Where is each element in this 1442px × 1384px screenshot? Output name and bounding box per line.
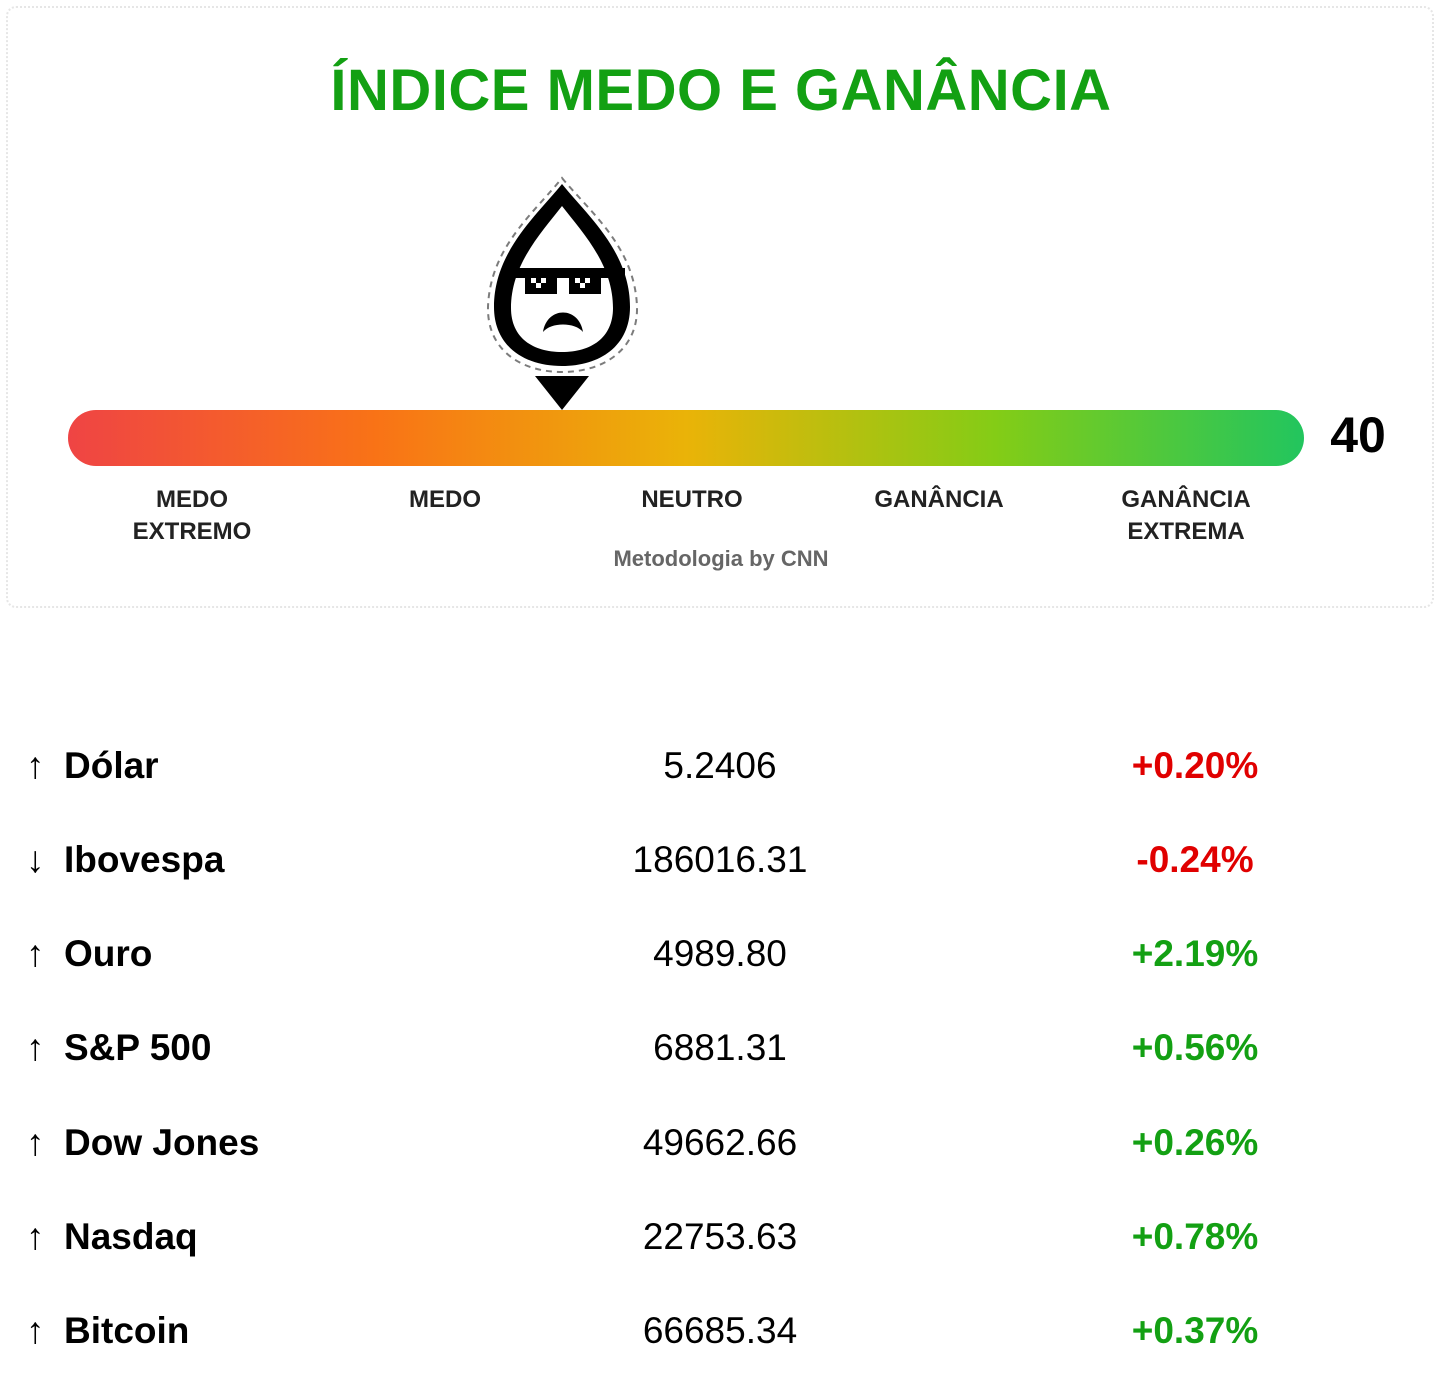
market-change: +0.78% [1131, 1216, 1259, 1257]
arrow-icon: ↑ [26, 1216, 45, 1257]
market-name-text: Dow Jones [64, 1122, 260, 1163]
market-value: 22753.63 [642, 1216, 798, 1257]
market-name: ↑ Ouro [26, 924, 152, 984]
zone-label-extreme-fear: MEDO EXTREMO [132, 486, 252, 545]
market-change: +0.26% [1131, 1122, 1259, 1163]
market-change: -0.24% [1136, 839, 1254, 880]
arrow-icon: ↑ [26, 1310, 45, 1351]
market-name: ↓ Ibovespa [26, 830, 224, 890]
zone-label-fear: MEDO [409, 486, 481, 513]
zone-label-neutral: NEUTRO [641, 486, 743, 513]
market-value: 186016.31 [632, 839, 808, 880]
market-name: ↑ Nasdaq [26, 1207, 198, 1267]
market-name: ↑ Dólar [26, 736, 159, 796]
market-name-text: Ouro [64, 933, 153, 974]
market-change: +0.37% [1131, 1310, 1259, 1351]
market-value: 4989.80 [653, 933, 787, 974]
market-change: +0.56% [1131, 1027, 1259, 1068]
market-name-text: Dólar [64, 745, 159, 786]
zone-label-greed: GANÂNCIA [874, 486, 1004, 513]
market-row: ↓ Ibovespa 186016.31 -0.24% [0, 830, 1442, 890]
market-name-text: Ibovespa [64, 839, 225, 880]
fear-greed-card [6, 6, 1434, 608]
gauge-score: 40 [1330, 407, 1386, 463]
arrow-icon: ↑ [26, 745, 45, 786]
market-change: +2.19% [1131, 933, 1259, 974]
market-row: ↑ Nasdaq 22753.63 +0.78% [0, 1207, 1442, 1267]
fear-greed-gauge-bar [68, 410, 1304, 466]
market-name-text: Nasdaq [64, 1216, 198, 1257]
market-name: ↑ Dow Jones [26, 1113, 259, 1173]
fear-drop-sunglasses-icon [485, 172, 645, 412]
page-title: ÍNDICE MEDO E GANÂNCIA [330, 58, 1112, 123]
market-value: 5.2406 [663, 745, 777, 786]
market-row: ↑ Dow Jones 49662.66 +0.26% [0, 1113, 1442, 1173]
market-value: 66685.34 [642, 1310, 798, 1351]
arrow-icon: ↑ [26, 1122, 45, 1163]
market-row: ↑ Ouro 4989.80 +2.19% [0, 924, 1442, 984]
market-name: ↑ Bitcoin [26, 1301, 189, 1361]
market-name: ↑ S&P 500 [26, 1018, 211, 1078]
market-change: +0.20% [1131, 745, 1259, 786]
market-row: ↑ Dólar 5.2406 +0.20% [0, 736, 1442, 796]
market-row: ↑ Bitcoin 66685.34 +0.37% [0, 1301, 1442, 1361]
arrow-icon: ↓ [26, 839, 45, 880]
market-value: 49662.66 [642, 1122, 798, 1163]
market-name-text: S&P 500 [64, 1027, 212, 1068]
zone-label-extreme-greed: GANÂNCIA EXTREMA [1121, 486, 1251, 545]
market-value: 6881.31 [653, 1027, 787, 1068]
market-name-text: Bitcoin [64, 1310, 190, 1351]
arrow-icon: ↑ [26, 1027, 45, 1068]
methodology-credit: Metodologia by CNN [613, 546, 829, 571]
market-row: ↑ S&P 500 6881.31 +0.56% [0, 1018, 1442, 1078]
arrow-icon: ↑ [26, 933, 45, 974]
